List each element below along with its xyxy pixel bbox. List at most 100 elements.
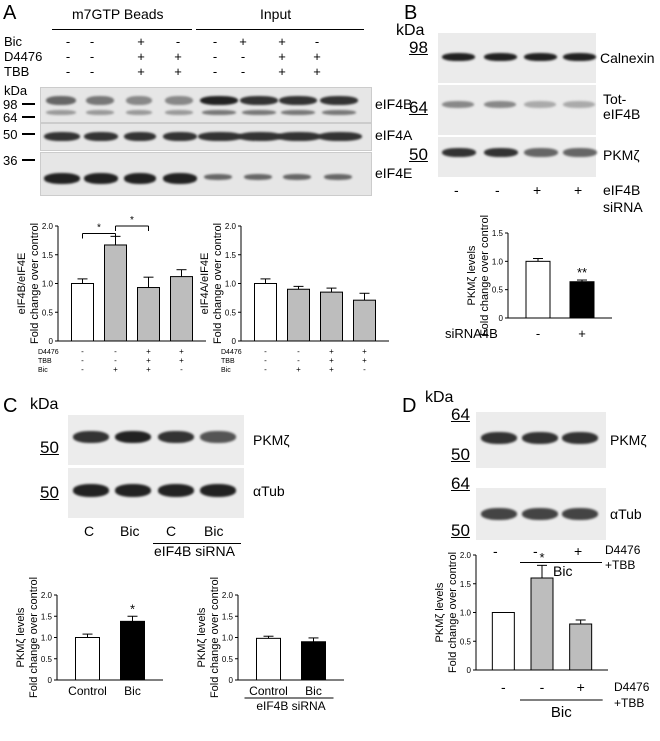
row-label-d4476: D4476 [4, 49, 43, 64]
condition-sign: + [174, 49, 182, 64]
marker-50-c1: 50 [40, 438, 59, 457]
lane-sign: + [574, 182, 583, 198]
condition-sign: - [89, 49, 95, 64]
group-input-label: Input [260, 6, 292, 22]
condition-sign: + [329, 365, 334, 374]
significance-star: ** [577, 265, 587, 280]
condition-sign: - [314, 34, 320, 49]
marker-36: 36 [3, 153, 18, 168]
bar [569, 281, 595, 319]
bar [120, 620, 145, 681]
blot-band [126, 96, 152, 105]
y-tick-label: 0 [229, 676, 234, 685]
condition-sign: - [180, 365, 183, 374]
panel-a-kda: kDa [4, 83, 28, 98]
x-tick-label: Bic [305, 684, 322, 698]
lane-label: Bic [120, 523, 140, 539]
blot-band [165, 96, 193, 105]
condition-sign: - [65, 34, 71, 49]
y-tick-label: 0 [232, 337, 237, 346]
condition-sign: + [146, 365, 151, 374]
blot-band [522, 508, 558, 520]
condition-row-label: D4476 [38, 349, 59, 356]
y-tick-label: 1.0 [492, 257, 504, 266]
blot-label-pkmz-c: PKMζ [253, 432, 290, 448]
condition-sign: + [313, 64, 321, 79]
condition-sign: + [239, 34, 247, 49]
treatment-tbb-d: +TBB [605, 558, 636, 572]
blot-band [204, 174, 232, 180]
x-tick-label: Control [249, 684, 288, 698]
blot-band [524, 101, 556, 108]
blot-label-eif4a: eIF4A [375, 127, 413, 143]
y-axis-label: PKMζ levels [466, 245, 478, 305]
y-tick-label: 1.5 [225, 251, 237, 260]
blot-band [524, 148, 558, 157]
blot-label-atub-d: αTub [610, 506, 642, 522]
y-tick-label: 0.5 [42, 308, 54, 317]
blot-band [202, 110, 236, 115]
bar [287, 288, 310, 342]
blot-band [324, 174, 352, 180]
y-axis-label: eIF4A/eIF4E [199, 253, 211, 315]
condition-sign: - [264, 347, 267, 356]
condition-sign: - [212, 49, 218, 64]
condition-sign: - [81, 365, 84, 374]
marker-tick [22, 159, 35, 161]
bar [104, 244, 127, 342]
marker-98: 98 [3, 97, 18, 112]
blot-band [563, 53, 596, 61]
panel-d-kda: kDa [425, 389, 454, 406]
x-axis-label: eIF4B siRNA [256, 699, 325, 713]
blot-band [86, 110, 114, 115]
y-tick-label: 0.5 [225, 308, 237, 317]
significance-star: * [539, 550, 544, 565]
significance-star: * [130, 215, 134, 226]
marker-50-c2: 50 [40, 483, 59, 502]
blot-band [124, 173, 156, 184]
x-tick-label: - [501, 679, 506, 695]
blot-band [244, 174, 272, 180]
panel-d-label: D [402, 395, 417, 417]
condition-sign: + [179, 347, 184, 356]
panel-b-label: B [404, 2, 418, 24]
blot-band [322, 110, 356, 115]
condition-sign: + [137, 49, 145, 64]
condition-sign: - [212, 64, 218, 79]
bar [170, 276, 193, 342]
blot-band [281, 110, 315, 115]
marker-tick [22, 116, 35, 118]
marker-64: 64 [3, 110, 18, 125]
y-tick-label: 0.5 [222, 655, 234, 664]
blot-band [442, 101, 474, 108]
y-tick-label: 1.5 [42, 251, 54, 260]
condition-sign: + [362, 356, 367, 365]
condition-sign: + [296, 365, 301, 374]
x-axis-label: siRNA4B [445, 326, 498, 341]
y-tick-label: 1.5 [41, 612, 53, 621]
y-tick-label: 2.0 [460, 551, 472, 560]
condition-sign: + [278, 64, 286, 79]
bar [530, 577, 554, 671]
blot-band [73, 484, 109, 497]
y-axis-label: Fold change over control [479, 215, 491, 336]
significance-star: * [97, 222, 101, 233]
condition-sign: + [362, 347, 367, 356]
bar [301, 641, 326, 681]
blot-band [165, 110, 193, 115]
y-tick-label: 0.5 [41, 655, 53, 664]
blot-band [163, 173, 197, 184]
blot-label-pkmz-d: PKMζ [610, 432, 647, 448]
condition-sign: - [264, 365, 267, 374]
bar [525, 260, 551, 319]
lane-sign: - [493, 543, 498, 559]
blot-band [115, 484, 151, 497]
treatment-label: +TBB [614, 696, 644, 710]
blot-band [277, 132, 321, 141]
bar [256, 637, 281, 681]
y-tick-label: 1.5 [492, 229, 504, 238]
blot-band [279, 96, 317, 105]
y-axis-label: Fold change over control [209, 577, 221, 698]
treatment-sirna: siRNA [603, 199, 643, 215]
